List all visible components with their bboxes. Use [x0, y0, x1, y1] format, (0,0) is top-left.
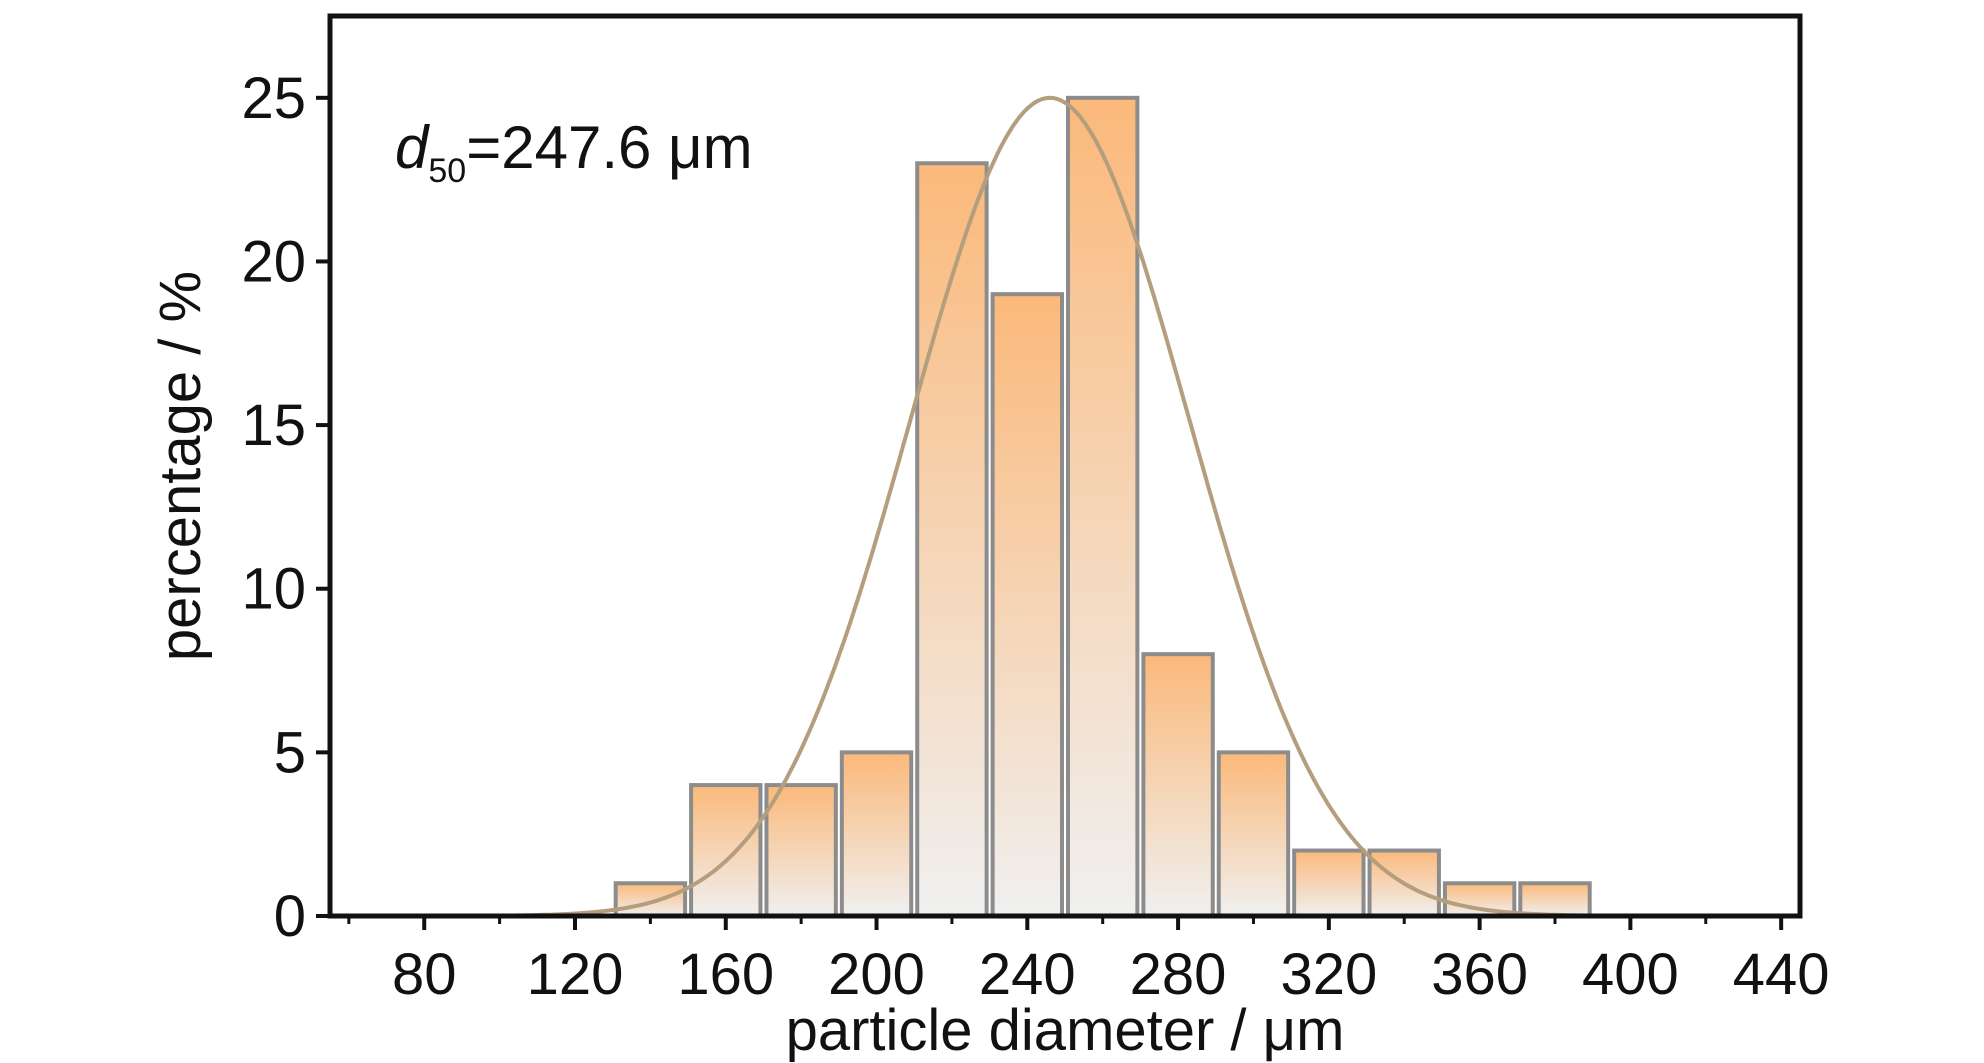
x-tick-label: 80 — [392, 942, 457, 1007]
bar — [839, 750, 914, 919]
x-tick-label: 280 — [1130, 942, 1227, 1007]
d50-subscript: 50 — [428, 152, 466, 190]
x-tick-label: 440 — [1733, 942, 1830, 1007]
bar — [1066, 95, 1140, 919]
bar — [1141, 652, 1215, 918]
x-tick-label: 200 — [828, 942, 925, 1007]
x-axis-ticks: 80 120 160 200 240 280 320 360 400 440 — [347, 916, 1830, 1007]
bar — [764, 783, 838, 918]
x-tick-label: 320 — [1280, 942, 1377, 1007]
fit-curve-group — [480, 95, 1631, 918]
x-axis-label: particle diameter / μm — [786, 998, 1345, 1063]
d50-symbol: d — [395, 114, 430, 181]
plot-frame — [327, 13, 1803, 919]
x-tick-label: 160 — [677, 942, 774, 1007]
d50-value: =247.6 μm — [466, 114, 752, 181]
bar — [990, 292, 1064, 918]
bar — [915, 161, 989, 919]
bar — [1216, 750, 1291, 919]
x-tick-label: 120 — [527, 942, 624, 1007]
x-tick-label: 400 — [1582, 942, 1679, 1007]
x-tick-label: 360 — [1431, 942, 1528, 1007]
y-tick-label: 25 — [241, 66, 306, 131]
bar — [689, 783, 763, 918]
bars-group — [613, 95, 1592, 919]
y-tick-label: 20 — [241, 229, 306, 294]
y-tick-label: 15 — [241, 393, 306, 458]
y-axis-label: percentage / % — [148, 271, 213, 661]
bar — [1518, 881, 1592, 918]
bar — [1292, 848, 1366, 919]
y-axis-ticks: 0 5 10 15 20 25 — [241, 66, 330, 949]
y-tick-label: 5 — [274, 720, 306, 785]
fit-curve — [480, 95, 1631, 918]
bar — [613, 881, 688, 918]
x-tick-label: 240 — [979, 942, 1076, 1007]
y-tick-label: 0 — [274, 884, 306, 949]
d50-annotation: d50=247.6 μm — [395, 114, 753, 190]
y-tick-label: 10 — [241, 557, 306, 622]
